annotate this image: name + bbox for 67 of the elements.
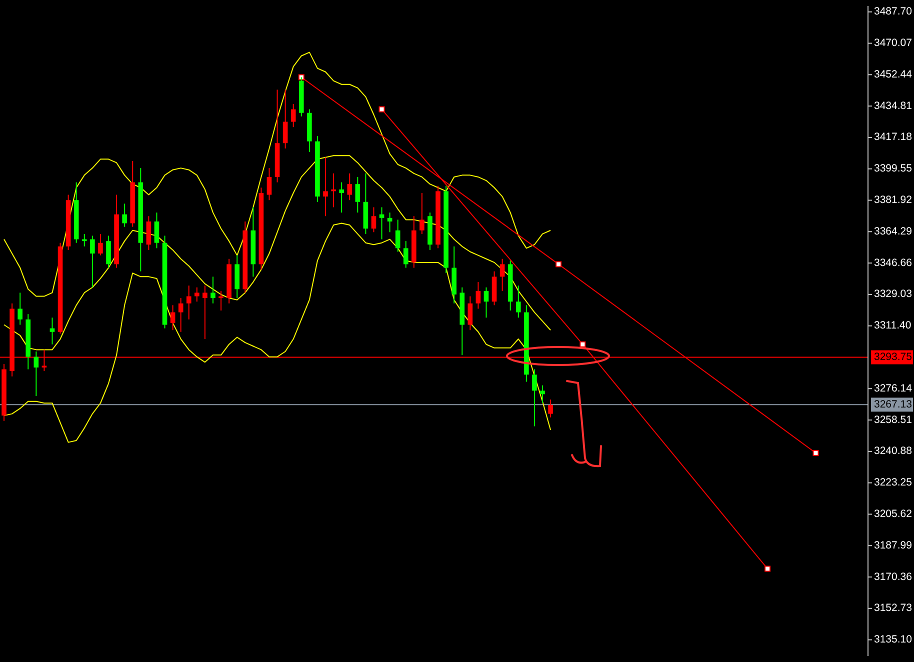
candlestick: [194, 286, 200, 302]
point: [764, 566, 771, 572]
y-tick-label: 3487.70: [874, 6, 912, 18]
candlestick: [532, 368, 537, 427]
candlestick: [282, 89, 288, 149]
point: [580, 341, 586, 348]
candlestick: [34, 350, 39, 396]
ref-line-label: 3293.75: [874, 351, 912, 364]
y-tick-label: 3417.18: [874, 131, 912, 144]
candlestick: [323, 156, 328, 217]
y-tick-label: 3187.99: [874, 539, 912, 552]
y-tick-label: 3364.29: [874, 225, 912, 238]
y-tick-label: 3258.51: [874, 414, 912, 426]
candlestick: [395, 219, 400, 252]
candlestick: [18, 292, 23, 326]
candlestick: [339, 182, 344, 214]
y-tick-label: 3329.03: [874, 288, 912, 300]
candlestick: [170, 304, 176, 331]
y-tick-label: 3381.92: [874, 194, 912, 206]
candlestick: [540, 384, 545, 404]
y-tick-label: 3170.36: [874, 570, 912, 583]
y-tick-label: 3470.07: [874, 37, 912, 50]
candlestick: [210, 276, 216, 304]
candlestick: [500, 258, 505, 292]
candlestick: [371, 206, 376, 233]
y-tick-label: 3452.44: [874, 68, 912, 80]
candlestick: [154, 212, 160, 249]
y-tick-label: 3276.14: [874, 382, 912, 394]
y-tick-label: 3346.66: [874, 256, 912, 269]
y-tick-label: 3223.25: [874, 476, 912, 489]
y-tick-label: 3434.81: [874, 100, 912, 112]
candlestick: [98, 233, 103, 256]
line-series: [4, 222, 552, 443]
candlestick: [516, 285, 521, 318]
y-tick-label: 3311.40: [874, 320, 912, 332]
candlestick: [548, 399, 553, 418]
y-tick-label: 3205.62: [874, 508, 912, 520]
candlestick: [403, 240, 408, 268]
candlestick: [355, 176, 360, 214]
candlestick: [290, 103, 296, 128]
point: [812, 450, 819, 456]
candlestick: [379, 206, 384, 240]
candlestick: [50, 317, 55, 345]
candlestick: [476, 282, 481, 310]
point: [378, 106, 385, 112]
candlestick: [106, 235, 111, 268]
candlestick: [122, 203, 127, 228]
y-tick-label: 3399.55: [874, 162, 912, 175]
candlestick: [387, 212, 392, 233]
line-series: [4, 155, 552, 350]
candlestick: [484, 286, 489, 318]
candlestick: [420, 192, 424, 234]
candlestick: [202, 285, 208, 340]
candlestick: [468, 296, 473, 331]
candlestick: [347, 172, 352, 201]
candlestick: [146, 216, 152, 250]
point: [556, 261, 562, 268]
candlestick: [266, 168, 272, 201]
y-tick-label: 3240.88: [874, 445, 912, 458]
point: [298, 74, 304, 80]
y-tick-label: 3152.73: [874, 602, 912, 614]
candlestick: [90, 235, 95, 288]
ref-line-label: 3267.13: [874, 398, 912, 410]
candlestick: [178, 298, 184, 332]
candlestick: [186, 285, 192, 320]
y-tick-label: 3135.10: [874, 634, 912, 646]
line-series: [4, 52, 552, 297]
